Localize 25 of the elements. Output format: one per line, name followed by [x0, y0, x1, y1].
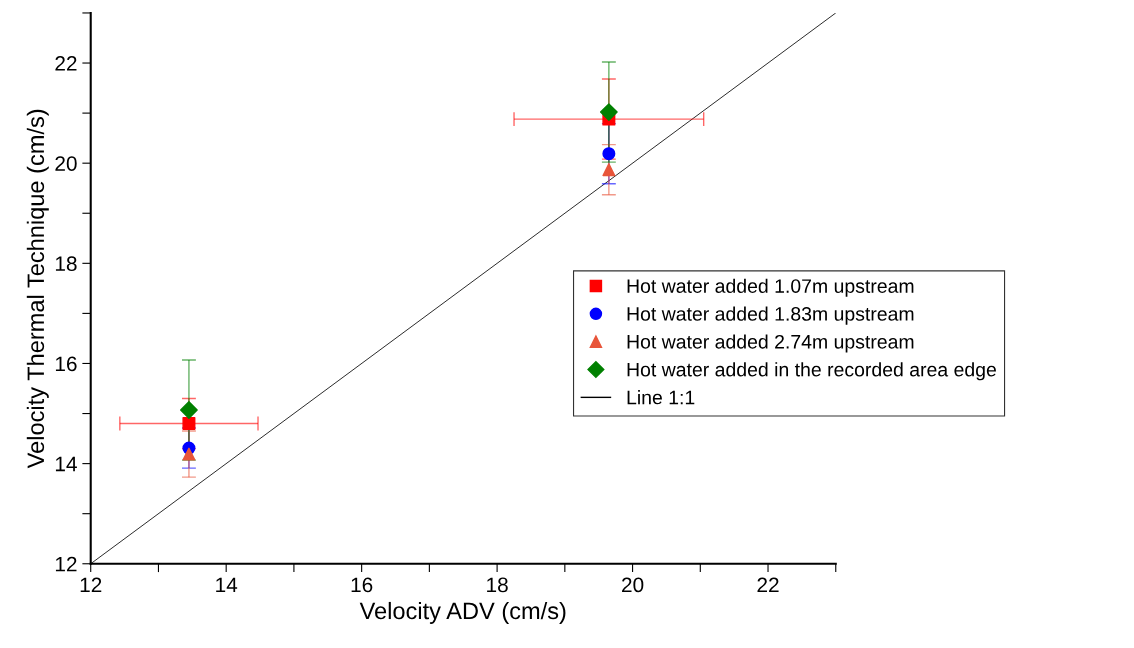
x-tick-label: 16 — [351, 577, 373, 593]
point — [602, 147, 616, 161]
x-tick-label: 18 — [487, 577, 508, 593]
legend-label: Hot water added 1.07m upstream — [627, 278, 914, 297]
y-tick-label: 14 — [55, 456, 77, 472]
y-tick-label: 22 — [55, 56, 77, 71]
legend-label: Hot water added in the recorded area edge — [627, 362, 996, 381]
x-axis-title: Velocity ADV (cm/s) — [359, 601, 566, 624]
y-tick-label: 16 — [55, 356, 77, 372]
y-axis-title: Velocity Thermal Technique (cm/s) — [26, 109, 49, 469]
point — [182, 447, 196, 461]
point — [599, 103, 618, 122]
y-tick-label: 18 — [55, 256, 77, 272]
legend-label: Line 1:1 — [627, 390, 695, 405]
legend-label: Hot water added 2.74m upstream — [627, 334, 914, 353]
point — [180, 401, 198, 419]
x-tick-label: 14 — [216, 577, 238, 593]
point — [602, 163, 616, 177]
point — [182, 417, 196, 431]
y-tick-label: 12 — [55, 556, 77, 572]
x-tick-label: 12 — [80, 577, 102, 593]
x-tick-label: 22 — [757, 577, 779, 593]
legend-label: Hot water added 1.83m upstream — [627, 306, 914, 325]
y-tick-label: 20 — [55, 156, 77, 171]
x-tick-label: 20 — [622, 577, 644, 593]
